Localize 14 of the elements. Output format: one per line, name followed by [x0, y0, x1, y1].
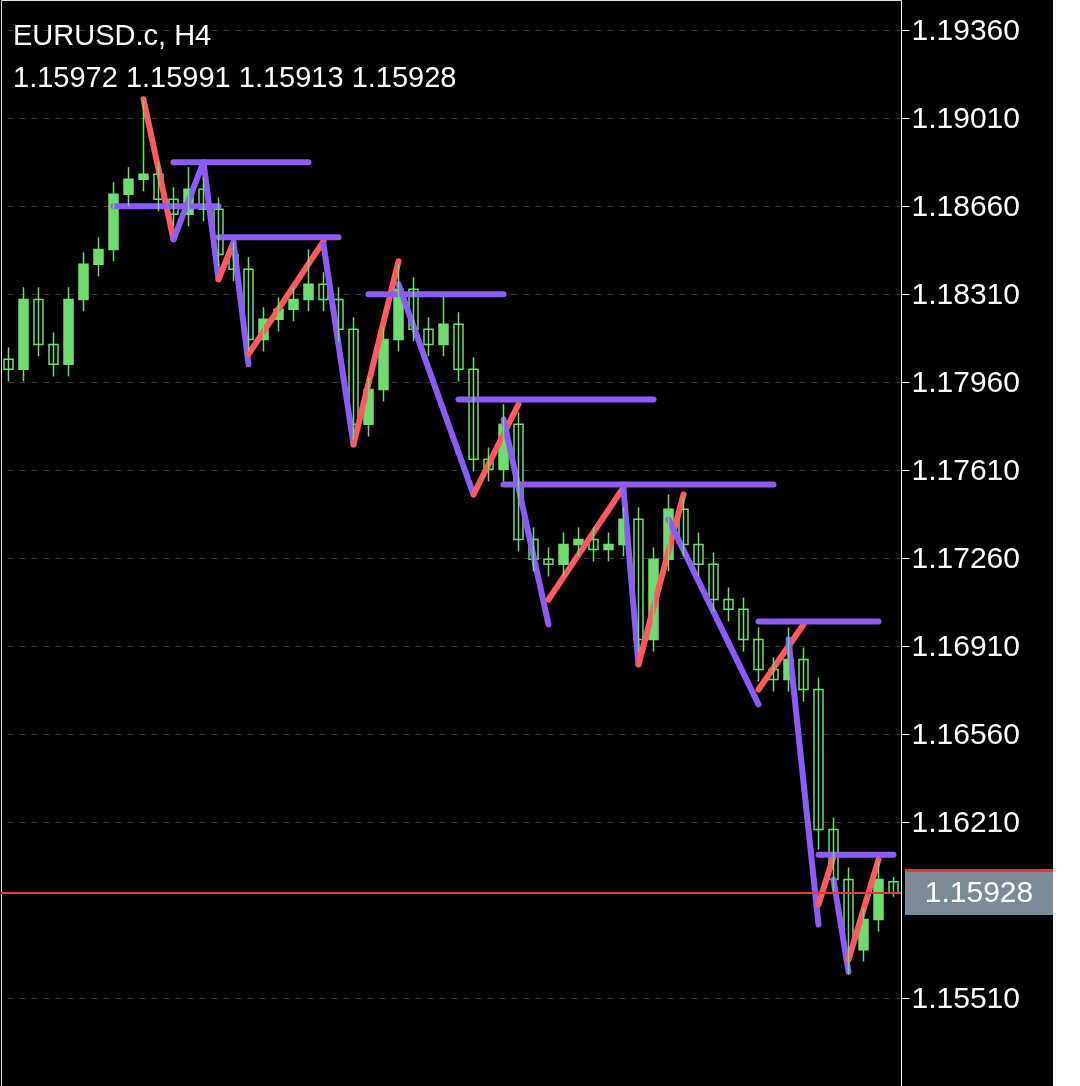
- y-tick-label: 1.16560: [911, 716, 1020, 750]
- y-tick-label: 1.17260: [911, 540, 1020, 574]
- y-tick-label: 1.19010: [911, 100, 1020, 134]
- ref-line-label: 1.15928: [924, 874, 1034, 908]
- y-tick-label: 1.15510: [911, 980, 1020, 1014]
- y-tick-label: 1.18310: [911, 276, 1020, 310]
- y-tick-label: 1.16210: [911, 804, 1020, 838]
- text: EURUSD.c, H4: [13, 19, 212, 51]
- y-tick-label: 1.19360: [911, 12, 1020, 46]
- text: 1.15972 1.15991 1.15913 1.15928: [13, 61, 457, 93]
- y-tick-label: 1.17960: [911, 364, 1020, 398]
- y-tick-label: 1.18660: [911, 188, 1020, 222]
- y-tick-label: 1.16910: [911, 628, 1020, 662]
- y-tick-label: 1.17610: [911, 452, 1020, 486]
